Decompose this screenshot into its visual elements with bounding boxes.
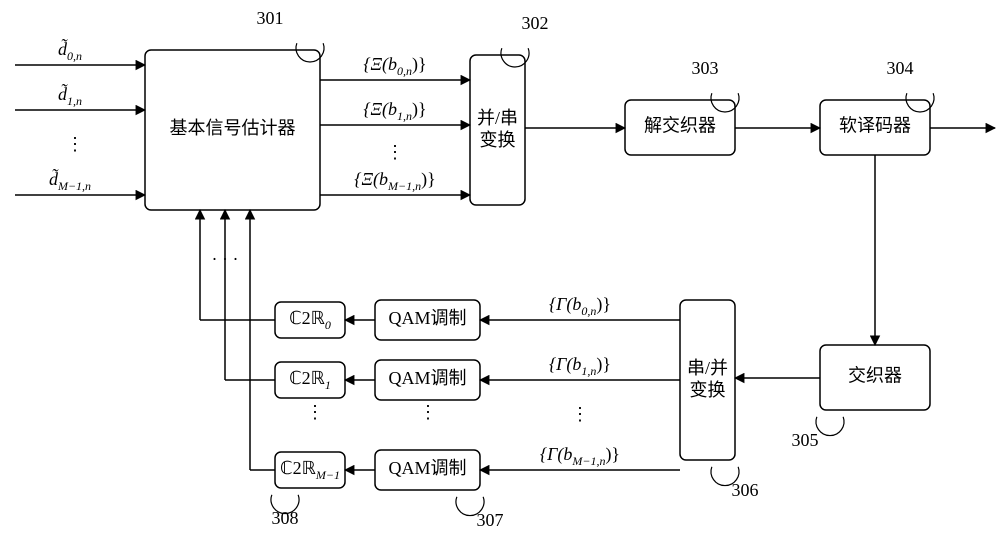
- svg-text:QAM调制: QAM调制: [388, 368, 466, 388]
- svg-text:解交织器: 解交织器: [644, 116, 716, 136]
- svg-text:{Γ(b1,n)}: {Γ(b1,n)}: [549, 354, 611, 378]
- svg-text:⋮: ⋮: [419, 402, 437, 422]
- svg-text:304: 304: [887, 58, 914, 78]
- svg-text:变换: 变换: [690, 380, 726, 400]
- svg-text:308: 308: [272, 508, 299, 528]
- svg-text:{Ξ(bM−1,n)}: {Ξ(bM−1,n)}: [354, 169, 435, 193]
- svg-text:303: 303: [692, 58, 719, 78]
- svg-text:{Ξ(b1,n)}: {Ξ(b1,n)}: [363, 99, 426, 123]
- svg-text:⋮: ⋮: [386, 142, 404, 162]
- svg-text:变换: 变换: [480, 130, 516, 150]
- svg-text:d̃M−1,n: d̃M−1,n: [49, 168, 91, 192]
- svg-text:⋮: ⋮: [66, 134, 84, 154]
- svg-text:{Γ(b0,n)}: {Γ(b0,n)}: [549, 294, 611, 318]
- svg-text:{Ξ(b0,n)}: {Ξ(b0,n)}: [363, 54, 426, 78]
- svg-text:QAM调制: QAM调制: [388, 308, 466, 328]
- svg-text:307: 307: [477, 510, 504, 530]
- svg-text:d̃1,n: d̃1,n: [58, 83, 82, 107]
- svg-text:306: 306: [732, 480, 759, 500]
- svg-text:{Γ(bM−1,n)}: {Γ(bM−1,n)}: [540, 444, 620, 468]
- svg-text:并/串: 并/串: [477, 108, 518, 128]
- svg-text:· · ·: · · ·: [212, 249, 239, 269]
- svg-text:⋮: ⋮: [306, 402, 324, 422]
- svg-text:软译码器: 软译码器: [839, 116, 911, 136]
- svg-text:301: 301: [257, 8, 284, 28]
- svg-text:基本信号估计器: 基本信号估计器: [170, 118, 296, 138]
- svg-text:302: 302: [522, 13, 549, 33]
- svg-text:305: 305: [792, 430, 819, 450]
- svg-text:QAM调制: QAM调制: [388, 458, 466, 478]
- svg-text:串/并: 串/并: [687, 358, 728, 378]
- svg-text:交织器: 交织器: [848, 366, 902, 386]
- svg-text:⋮: ⋮: [571, 404, 589, 424]
- svg-text:d̃0,n: d̃0,n: [58, 38, 82, 62]
